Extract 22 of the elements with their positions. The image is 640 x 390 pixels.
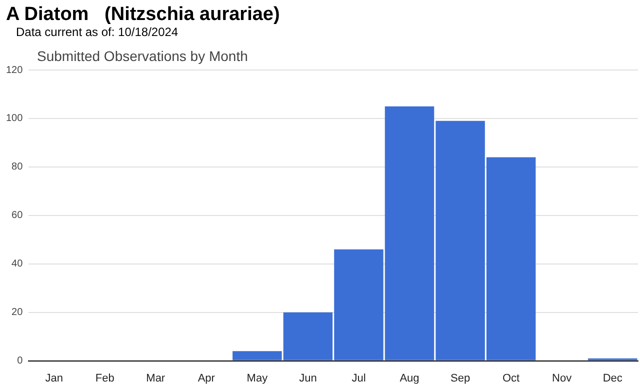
text: Submitted Observations by Month xyxy=(37,48,248,64)
y-tick-label: 120 xyxy=(6,64,24,76)
y-tick-label: 100 xyxy=(6,113,24,124)
x-tick-label: Sep xyxy=(450,372,470,384)
x-tick-label: Mar xyxy=(146,372,166,384)
y-tick-label: 0 xyxy=(17,356,24,367)
x-tick-label: Jul xyxy=(352,372,366,384)
x-tick-label: Oct xyxy=(502,372,520,384)
x-tick-label: Apr xyxy=(198,372,216,384)
x-tick-label: Nov xyxy=(552,372,572,384)
chart-title: A Diatom (Nitzschia aurariae) xyxy=(6,4,280,26)
chart-subtitle: Data current as of: 10/18/2024 xyxy=(16,25,178,39)
y-tick-label: 20 xyxy=(12,307,24,318)
x-tick-label: May xyxy=(246,372,268,384)
x-tick-label: Aug xyxy=(400,372,420,384)
y-tick-label: 60 xyxy=(12,210,24,222)
y-tick-label: 80 xyxy=(12,162,24,173)
x-tick-label: Dec xyxy=(602,372,623,384)
x-tick-label: Jun xyxy=(299,372,317,384)
x-tick-label: Jan xyxy=(45,372,63,384)
y-tick-label: 40 xyxy=(12,258,24,270)
x-tick-label: Feb xyxy=(95,372,114,384)
